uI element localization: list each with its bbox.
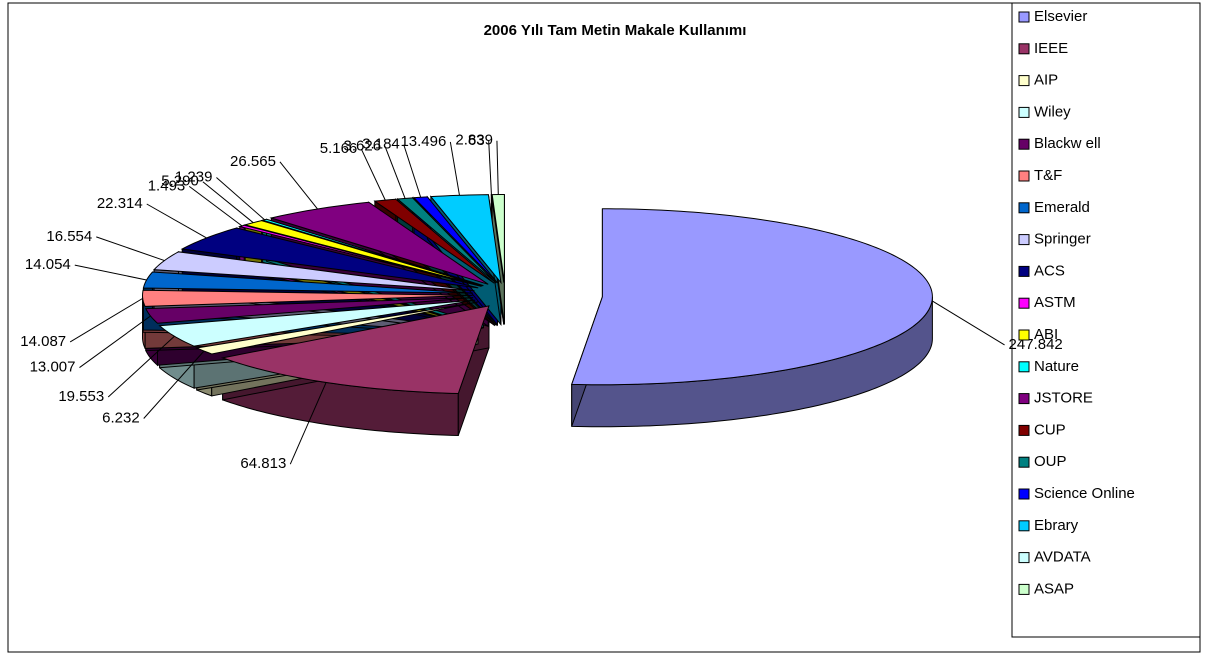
legend-swatch (1018, 297, 1030, 309)
leader-line (279, 161, 318, 210)
legend-label: Ebrary (1034, 517, 1079, 534)
leader-line (188, 185, 243, 227)
legend-swatch (1018, 11, 1030, 23)
pie-slice (412, 196, 498, 284)
data-label: 5.166 (320, 140, 358, 157)
legend-swatch (1018, 361, 1030, 373)
data-label: 1.239 (175, 169, 213, 186)
legend-label: Blackw ell (1034, 135, 1101, 152)
data-label: 63 (468, 132, 485, 149)
data-label: 16.554 (46, 228, 92, 245)
leader-line (403, 144, 422, 198)
chart-title: 2006 Yılı Tam Metin Makale Kullanımı (484, 22, 747, 39)
data-label: 22.314 (97, 195, 143, 212)
leader-line (79, 315, 151, 368)
legend-label: IEEE (1034, 40, 1068, 57)
legend-label: Science Online (1034, 485, 1135, 502)
pie-slice (152, 251, 475, 292)
leader-line (931, 300, 1005, 346)
legend-label: ASAP (1034, 580, 1074, 597)
legend-label: Wiley (1034, 103, 1071, 120)
legend-label: AVDATA (1034, 549, 1091, 566)
leader-line (107, 335, 175, 398)
data-label: 64.813 (240, 455, 286, 472)
legend-box (1011, 2, 1201, 638)
leader-line (74, 264, 147, 281)
legend-swatch (1018, 583, 1030, 595)
legend-swatch (1018, 424, 1030, 436)
leader-line (449, 141, 460, 196)
leader-line (69, 297, 143, 343)
legend-swatch (1018, 520, 1030, 532)
data-label: 3.626 (344, 137, 382, 154)
legend-swatch (1018, 552, 1030, 564)
leader-line (216, 177, 265, 221)
legend-label: Springer (1034, 231, 1091, 248)
legend-label: ASTM (1034, 294, 1076, 311)
data-label: 14.054 (25, 256, 71, 273)
legend-swatch (1018, 170, 1030, 182)
legend-label: Emerald (1034, 199, 1090, 216)
legend-swatch (1018, 265, 1030, 277)
data-label: 13.496 (400, 133, 446, 150)
leader-line (488, 140, 492, 195)
legend-swatch (1018, 106, 1030, 118)
pie-slice (396, 197, 497, 284)
pie-slice (145, 297, 474, 324)
pie-slice (269, 201, 489, 285)
pie-slice (220, 305, 490, 395)
legend-swatch (1018, 456, 1030, 468)
data-label: 26.565 (230, 153, 276, 170)
leader-line (384, 146, 406, 199)
legend-label: CUP (1034, 421, 1066, 438)
legend-swatch (1018, 138, 1030, 150)
legend-label: ACS (1034, 262, 1065, 279)
legend-swatch (1018, 393, 1030, 405)
legend-label: AIP (1034, 72, 1058, 89)
pie-slice (429, 194, 502, 285)
data-label: 6.232 (102, 409, 140, 426)
data-label: 1.493 (148, 177, 186, 194)
legend-label: Nature (1034, 358, 1079, 375)
data-label: 14.087 (20, 333, 66, 350)
legend-label: JSTORE (1034, 390, 1093, 407)
legend-label: ABI (1034, 326, 1058, 343)
legend-label: T&F (1034, 167, 1062, 184)
data-label: 3.184 (362, 136, 400, 153)
leader-line (202, 181, 254, 224)
legend-swatch (1018, 234, 1030, 246)
legend-swatch (1018, 43, 1030, 55)
data-label: 5.290 (161, 173, 199, 190)
pie-slice (243, 220, 483, 287)
leader-line (146, 203, 207, 239)
leader-line (360, 148, 386, 201)
pie-slice (490, 194, 505, 283)
leader-line (496, 140, 499, 195)
leader-line (96, 236, 165, 262)
legend-swatch (1018, 202, 1030, 214)
legend-swatch (1018, 75, 1030, 87)
data-label: 19.553 (58, 388, 104, 405)
leader-line (143, 350, 205, 419)
data-label: 13.007 (30, 359, 76, 376)
pie-slice (194, 301, 479, 355)
legend-label: Elsevier (1034, 8, 1087, 25)
pie-slice (180, 227, 479, 289)
pie-slice (158, 299, 476, 347)
legend-label: OUP (1034, 453, 1067, 470)
pie-tops (142, 194, 933, 395)
leader-line (289, 382, 327, 465)
legend-swatch (1018, 329, 1030, 341)
legend-swatch (1018, 488, 1030, 500)
data-label: 2.839 (455, 132, 493, 149)
